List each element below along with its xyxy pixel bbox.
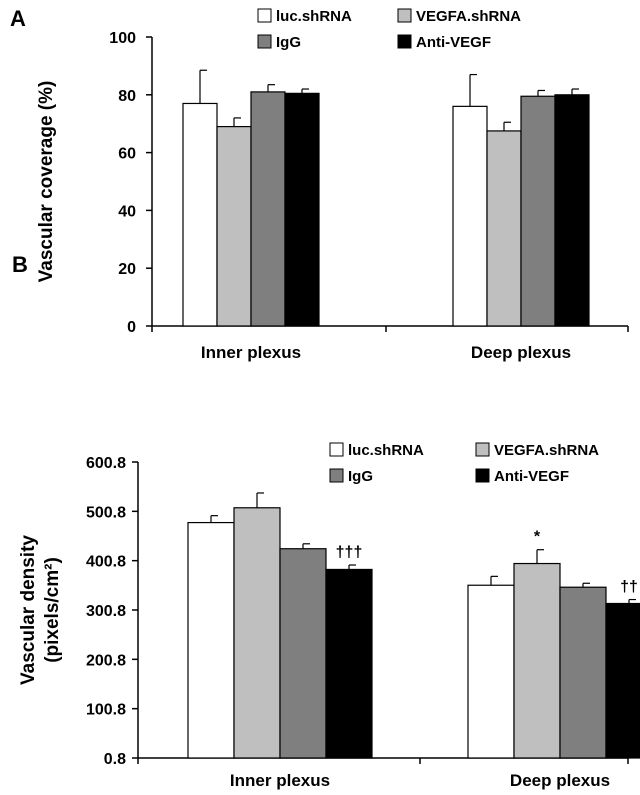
bar — [520, 95, 556, 327]
legend-label: luc.shRNA — [276, 8, 352, 25]
legend-swatch — [329, 442, 344, 457]
y-tick-label: 60 — [118, 146, 136, 163]
significance-marker: * — [534, 529, 541, 546]
bar — [605, 602, 640, 759]
bar — [250, 91, 286, 327]
y-tick-label: 200.8 — [86, 652, 126, 669]
y-tick-label: 0.8 — [104, 751, 126, 768]
bar — [325, 568, 373, 759]
legend-label: Anti-VEGF — [494, 468, 569, 485]
y-tick-label: 100 — [109, 30, 136, 47]
y-axis-title: Vascular coverage (%) — [36, 81, 57, 283]
y-tick-label: 40 — [118, 203, 136, 220]
x-category-label: Deep plexus — [471, 343, 571, 362]
panel-label: B — [12, 252, 28, 277]
legend-label: VEGFA.shRNA — [494, 442, 599, 459]
bar — [559, 586, 607, 759]
legend-label: VEGFA.shRNA — [416, 8, 521, 25]
y-tick-label: 0 — [127, 319, 136, 336]
y-tick-label: 300.8 — [86, 603, 126, 620]
bar — [284, 92, 320, 327]
bar — [452, 105, 488, 327]
bar — [233, 507, 281, 759]
bar — [486, 130, 522, 327]
bar — [216, 125, 252, 327]
legend-label: luc.shRNA — [348, 442, 424, 459]
bar — [554, 94, 590, 327]
y-tick-label: 100.8 — [86, 702, 126, 719]
legend-swatch — [475, 442, 490, 457]
x-category-label: Inner plexus — [201, 343, 301, 362]
panel-label: A — [10, 6, 26, 31]
significance-marker: †† — [620, 579, 638, 596]
chart-panel-a: A 0 20 40 60 80 100 Vascular coverage (%) Inner … — [10, 6, 629, 362]
legend-swatch — [397, 8, 412, 23]
bar — [182, 102, 218, 327]
y-tick-label: 20 — [118, 261, 136, 278]
y-tick-label: 400.8 — [86, 554, 126, 571]
legend-swatch — [257, 34, 272, 49]
significance-marker: ††† — [336, 544, 363, 561]
bar — [467, 584, 515, 759]
legend-swatch — [475, 468, 490, 483]
x-category-label: Inner plexus — [230, 771, 330, 790]
bar — [513, 562, 561, 759]
legend-label: Anti-VEGF — [416, 34, 491, 51]
y-tick-label: 500.8 — [86, 504, 126, 521]
legend-swatch — [257, 8, 272, 23]
y-tick-label: 600.8 — [86, 455, 126, 472]
legend-swatch — [329, 468, 344, 483]
y-axis-title-line: Vascular density — [18, 535, 39, 685]
legend-label: IgG — [276, 34, 301, 51]
x-category-label: Deep plexus — [510, 771, 610, 790]
y-axis-title-line: (pixels/cm²) — [42, 557, 63, 663]
legend-swatch — [397, 34, 412, 49]
legend-label: IgG — [348, 468, 373, 485]
bar — [187, 521, 235, 759]
chart-panel-b: B 0.8 100.8 200.8 300.8 400.8 500.8 600.8 Vascul… — [12, 252, 640, 790]
bar — [279, 548, 327, 759]
y-tick-label: 80 — [118, 88, 136, 105]
